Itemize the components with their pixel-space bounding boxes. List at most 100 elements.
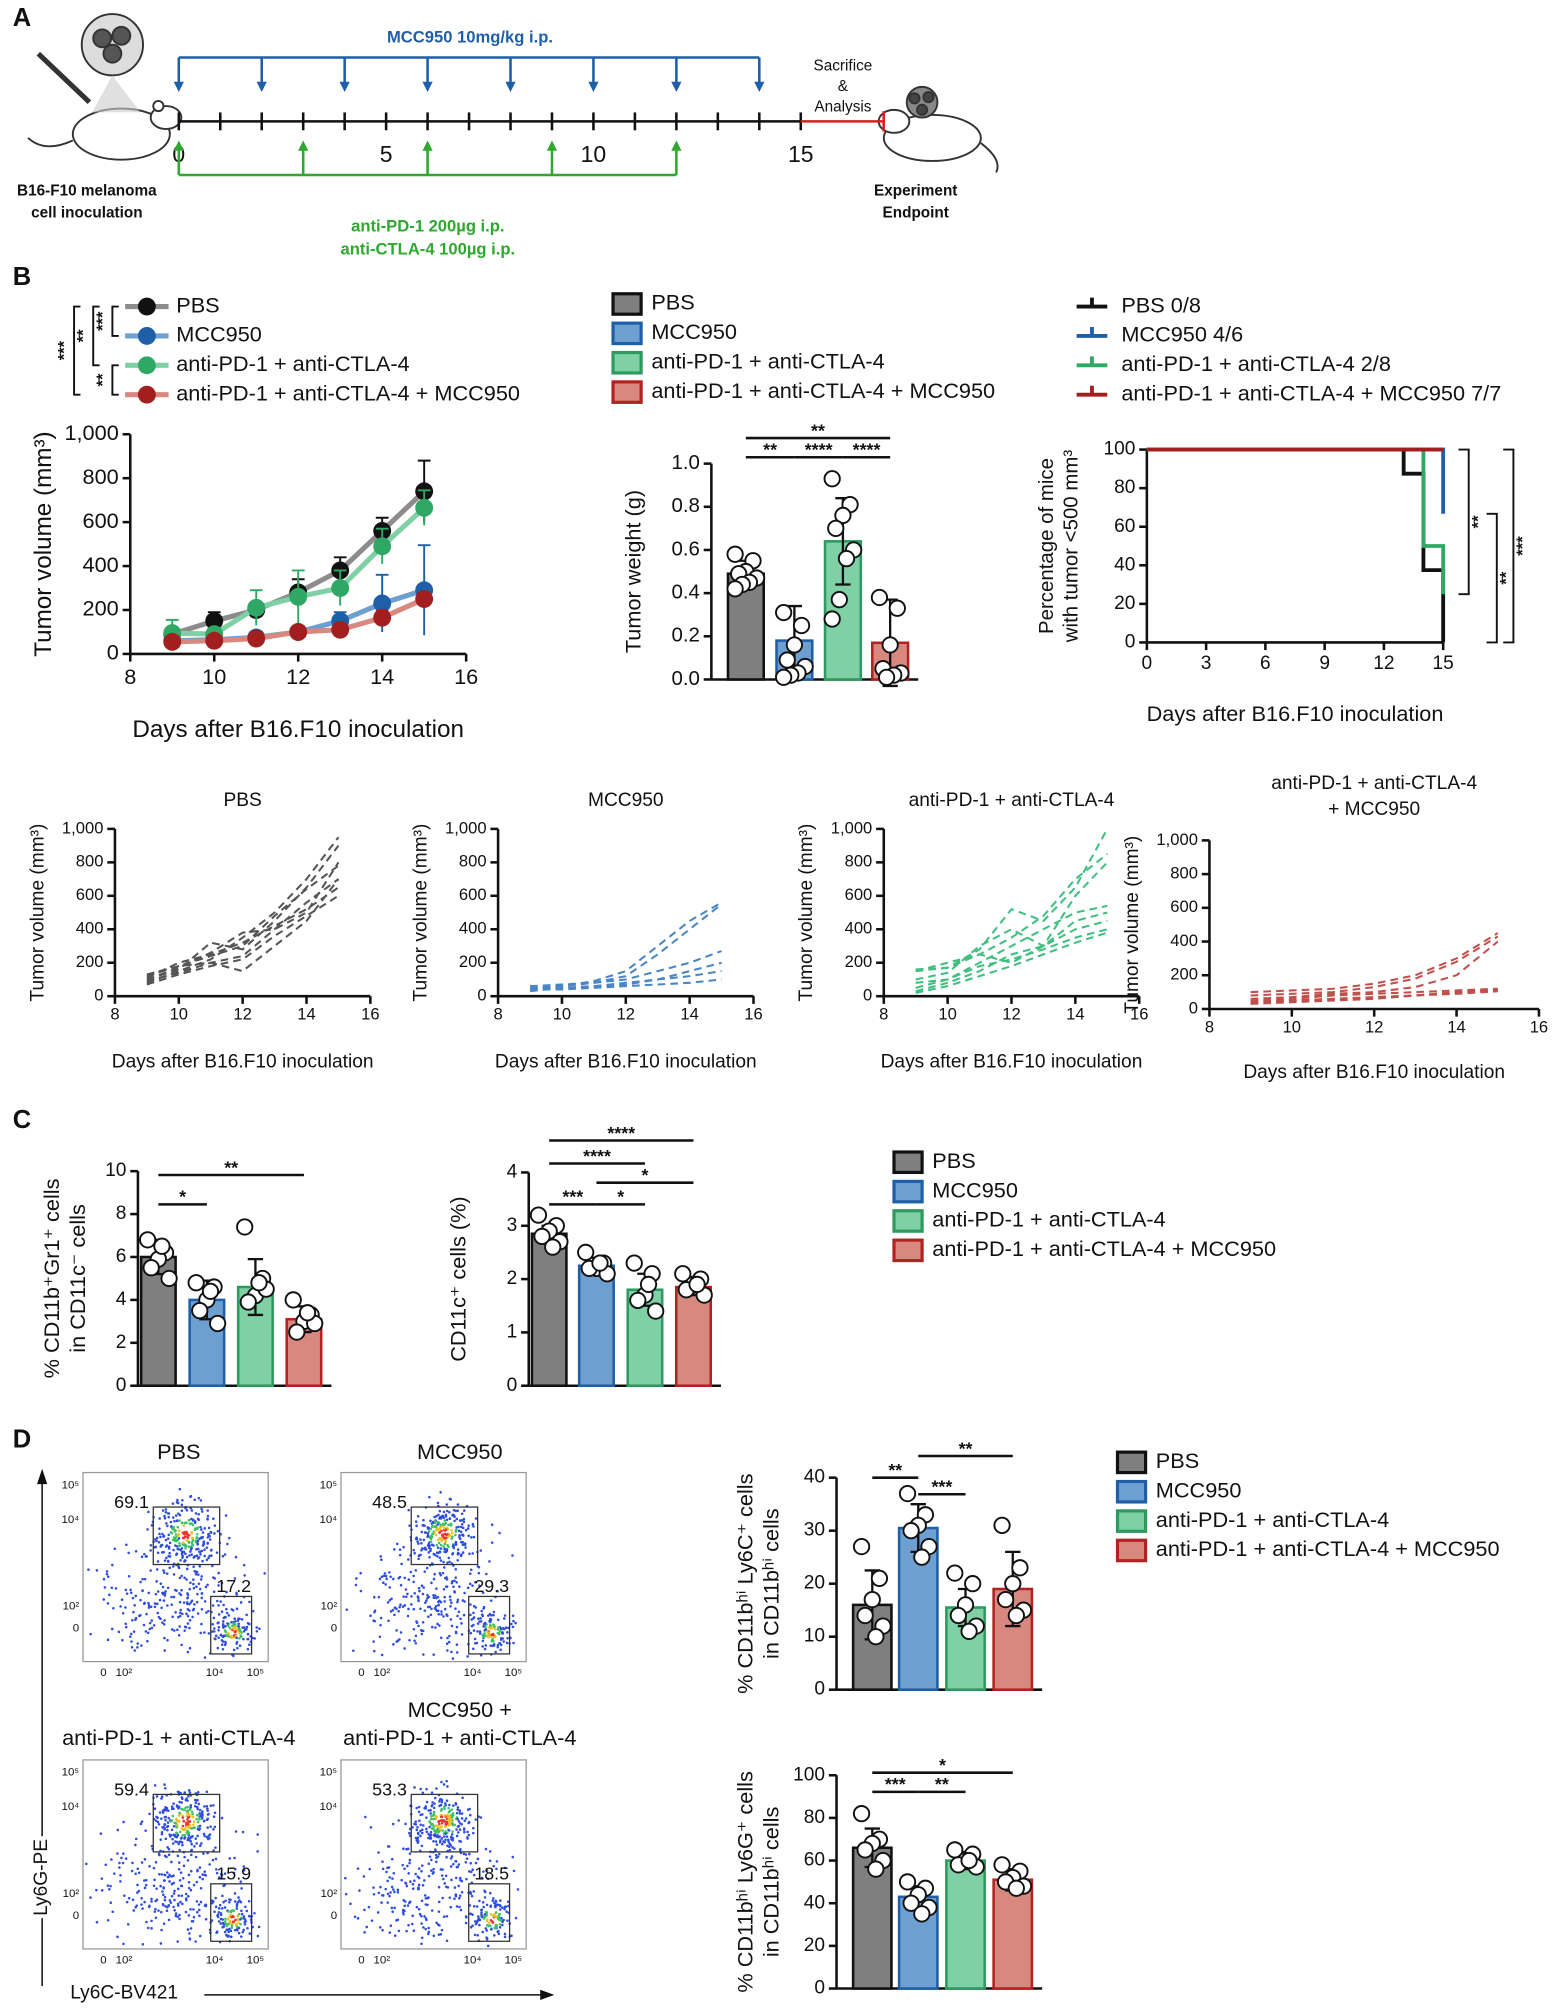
- flow-event: [244, 1920, 247, 1923]
- flow-event: [197, 1582, 201, 1586]
- antibody-label: anti-CTLA-4 100µg i.p.: [341, 240, 516, 259]
- flow-event: [176, 1533, 180, 1537]
- flow-event: [370, 1919, 374, 1922]
- significance-label: ***: [1513, 536, 1532, 556]
- legend-label: PBS: [176, 292, 219, 317]
- flow-event: [456, 1600, 459, 1604]
- flow-event: [131, 1898, 135, 1901]
- flow-event: [471, 1522, 475, 1526]
- flow-event: [212, 1804, 215, 1807]
- flow-event: [216, 1915, 220, 1919]
- flow-event: [427, 1874, 431, 1878]
- flow-event: [372, 1595, 376, 1599]
- legend-swatch: [1115, 1479, 1148, 1504]
- flow-event: [417, 1599, 420, 1603]
- flow-event: [458, 1894, 462, 1897]
- flow-event: [481, 1930, 485, 1934]
- legend-marker: [137, 385, 156, 404]
- flow-event: [434, 1824, 437, 1827]
- flow-event: [429, 1812, 432, 1815]
- flow-event: [235, 1925, 239, 1929]
- flow-event: [239, 1880, 243, 1883]
- flow-event: [177, 1566, 181, 1570]
- flow-event: [426, 1593, 429, 1597]
- legend-icon: [1076, 385, 1108, 397]
- y-tick-label: 40: [1114, 554, 1135, 575]
- flow-event: [398, 1575, 402, 1579]
- flow-event: [175, 1817, 178, 1821]
- flow-event: [200, 1592, 204, 1595]
- flow-event: [198, 1816, 201, 1819]
- flow-event: [168, 1555, 172, 1558]
- flow-event: [417, 1887, 420, 1891]
- flow-event: [102, 1598, 106, 1601]
- flow-event: [474, 1818, 477, 1821]
- y-tick-label: 2: [116, 1332, 127, 1353]
- flow-event: [498, 1531, 501, 1535]
- flow-event: [217, 1613, 221, 1616]
- flow-event: [466, 1527, 470, 1530]
- survival-line: [1146, 447, 1446, 514]
- flow-event: [422, 1538, 426, 1542]
- flow-event: [95, 1888, 98, 1892]
- flow-x-tick: 10²: [116, 1954, 133, 1966]
- y-tick-label: 60: [1114, 516, 1135, 537]
- flow-event: [411, 1922, 414, 1926]
- flow-event: [170, 1531, 174, 1535]
- flow-event: [430, 1581, 433, 1585]
- flow-event: [432, 1839, 435, 1843]
- flow-event: [222, 1603, 225, 1607]
- flow-event: [428, 1855, 432, 1858]
- flow-event: [478, 1632, 482, 1635]
- flow-event: [196, 1807, 199, 1811]
- flow-event: [379, 1555, 383, 1558]
- gate: [410, 1793, 479, 1853]
- flow-event: [444, 1576, 447, 1580]
- flow-event: [425, 1566, 429, 1570]
- y-tick-label: 80: [1114, 477, 1135, 498]
- flow-event: [413, 1639, 416, 1643]
- flow-event: [438, 1528, 441, 1531]
- flow-event: [176, 1628, 179, 1632]
- flow-event: [256, 1934, 260, 1938]
- significance-label: **: [763, 440, 777, 460]
- flow-event: [195, 1585, 198, 1588]
- flow-event: [448, 1517, 452, 1520]
- flow-event: [395, 1919, 398, 1922]
- flow-event: [160, 1543, 164, 1547]
- flow-event: [224, 1640, 227, 1644]
- flow-event: [425, 1816, 428, 1819]
- data-point: [639, 1275, 658, 1294]
- flow-event: [460, 1633, 464, 1636]
- flow-event: [432, 1870, 435, 1874]
- flow-event: [421, 1828, 424, 1832]
- series-line: [915, 828, 1109, 971]
- flow-event: [217, 1636, 220, 1640]
- flow-event: [467, 1524, 470, 1527]
- flow-event: [220, 1610, 224, 1613]
- flow-event: [192, 1565, 195, 1569]
- flow-event: [415, 1806, 418, 1810]
- y-tick-label: 600: [83, 508, 119, 533]
- flow-event: [467, 1870, 471, 1873]
- flow-y-tick: 10²: [321, 1601, 338, 1613]
- flow-event: [378, 1635, 382, 1639]
- flow-plot-frame: [82, 1759, 269, 1950]
- flow-event: [185, 1532, 189, 1535]
- flow-event: [458, 1905, 461, 1909]
- flow-event: [131, 1596, 135, 1600]
- flow-event: [428, 1536, 432, 1540]
- flow-event: [216, 1913, 220, 1917]
- flow-event: [188, 1618, 192, 1622]
- flow-event: [424, 1807, 428, 1810]
- flow-event: [200, 1536, 204, 1540]
- flow-event: [196, 1813, 199, 1817]
- flow-event: [214, 1905, 218, 1909]
- flow-event: [206, 1509, 209, 1512]
- flow-event: [257, 1925, 261, 1929]
- flow-event: [95, 1569, 99, 1572]
- flow-event: [448, 1820, 451, 1823]
- data-point: [913, 1548, 931, 1566]
- flow-event: [440, 1874, 444, 1877]
- flow-event: [379, 1885, 382, 1889]
